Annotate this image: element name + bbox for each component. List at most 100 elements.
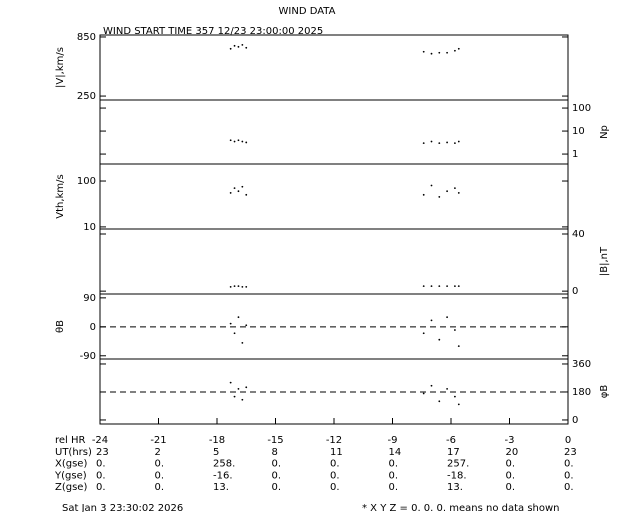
subtitle: WIND START TIME 357 12/23 23:00:00 2025 <box>103 26 323 37</box>
row-label: Z(gse) <box>55 482 87 493</box>
data-point <box>446 387 448 390</box>
data-point <box>422 332 425 335</box>
cell: 0. <box>155 470 165 481</box>
x-tick-label: -6 <box>446 435 456 446</box>
data-point <box>446 190 448 193</box>
panel-frame <box>99 34 569 101</box>
data-point <box>454 285 456 288</box>
data-point <box>454 329 456 331</box>
data-point <box>422 142 425 144</box>
cell: 20 <box>506 447 519 458</box>
y-axis-label: Vth,km/s <box>55 174 66 218</box>
data-point <box>245 285 248 288</box>
data-point <box>422 193 425 196</box>
data-point <box>457 192 460 194</box>
cell: 0. <box>389 470 399 481</box>
data-point <box>241 43 244 46</box>
data-point <box>233 44 236 47</box>
cell: 8 <box>272 447 278 458</box>
cell: 2 <box>155 447 161 458</box>
data-point <box>422 285 425 288</box>
cell: 0. <box>272 482 282 493</box>
cell: 11 <box>330 447 343 458</box>
data-point <box>430 285 433 288</box>
cell: 257. <box>447 459 469 470</box>
y-tick-label: 360 <box>572 359 591 370</box>
cell: 0. <box>272 459 282 470</box>
data-point <box>237 316 240 319</box>
data-point <box>430 184 433 187</box>
data-point <box>438 142 441 144</box>
x-tick-label: -21 <box>150 435 166 446</box>
cell: 0. <box>96 459 106 470</box>
data-point <box>430 140 433 143</box>
data-point <box>229 192 232 194</box>
y-axis-label: θB <box>55 320 66 333</box>
data-point <box>233 332 236 335</box>
data-point <box>233 395 236 398</box>
data-point <box>233 285 236 288</box>
cell: -16. <box>213 470 233 481</box>
y-tick-label: 0 <box>572 415 578 426</box>
data-point <box>229 139 232 142</box>
title: WIND DATA <box>279 6 336 17</box>
x-tick-label: -15 <box>267 435 283 446</box>
cell: 0. <box>389 459 399 470</box>
data-point <box>241 185 244 188</box>
cell: 13. <box>447 482 463 493</box>
data-point <box>438 285 441 288</box>
cell: 0. <box>330 482 340 493</box>
data-point <box>454 49 456 52</box>
data-point <box>241 398 244 401</box>
cell: 23 <box>564 447 577 458</box>
data-point <box>245 324 248 327</box>
cell: 0. <box>506 459 516 470</box>
cell: 258. <box>213 459 235 470</box>
data-point <box>229 381 232 384</box>
data-point <box>237 139 240 142</box>
data-point <box>454 395 456 398</box>
y-tick-label: 10 <box>572 126 585 137</box>
data-point <box>438 51 441 54</box>
data-point <box>446 141 448 144</box>
data-point <box>245 193 248 196</box>
data-point <box>245 141 248 144</box>
data-point <box>457 285 460 288</box>
x-tick-label: -24 <box>92 435 108 446</box>
cell: 0. <box>272 470 282 481</box>
data-point <box>245 386 248 389</box>
cell: 0. <box>564 459 574 470</box>
data-point <box>241 285 244 288</box>
data-point <box>457 345 460 348</box>
data-point <box>237 387 240 390</box>
cell: 0. <box>389 482 399 493</box>
y-tick-label: 10 <box>83 222 96 233</box>
panel-frame <box>99 163 569 230</box>
cell: 5 <box>213 447 219 458</box>
y-tick-label: 250 <box>77 91 96 102</box>
y-tick-label: 1 <box>572 149 578 160</box>
data-point <box>237 190 240 193</box>
panel-frame <box>99 99 569 165</box>
data-point <box>454 142 456 144</box>
data-point <box>245 46 248 49</box>
y-tick-label: 180 <box>572 387 591 398</box>
cell: 13. <box>213 482 229 493</box>
data-point <box>241 342 244 344</box>
cell: -18. <box>447 470 467 481</box>
y-axis-label: φB <box>599 385 610 399</box>
x-tick-label: -9 <box>388 435 398 446</box>
data-point <box>229 47 232 50</box>
cell: 0. <box>155 482 165 493</box>
footer-note: * X Y Z = 0. 0. 0. means no data shown <box>362 503 560 512</box>
data-point <box>454 187 456 190</box>
cell: 0. <box>330 459 340 470</box>
data-point <box>457 140 460 143</box>
data-point <box>446 316 448 319</box>
data-point <box>438 400 441 403</box>
data-point <box>446 285 448 288</box>
cell: 0. <box>564 482 574 493</box>
x-tick-label: 0 <box>565 435 571 446</box>
y-tick-label: 100 <box>77 176 96 187</box>
data-point <box>233 187 236 190</box>
